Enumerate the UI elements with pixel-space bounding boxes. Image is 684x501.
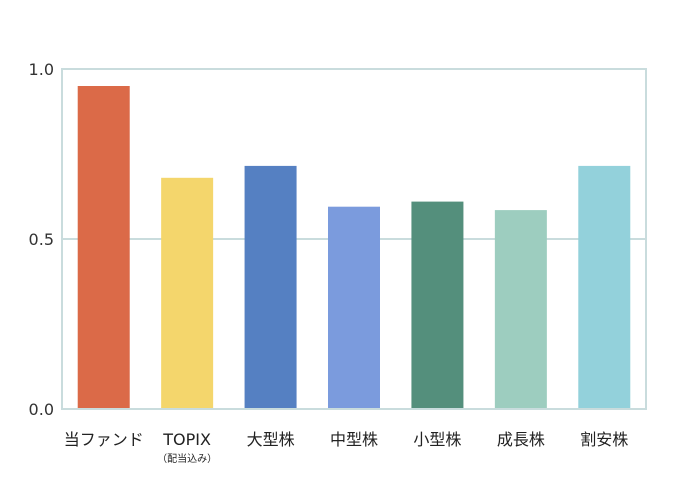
bar-5	[494, 210, 547, 409]
x-tick-label: 中型株	[330, 430, 378, 449]
x-tick-label: TOPIX	[162, 430, 211, 449]
bar-0	[77, 86, 130, 409]
y-axis: 0.0 0.5 1.0	[29, 60, 54, 419]
plot-frame	[61, 68, 647, 410]
bar-2	[244, 165, 297, 409]
bar-4	[411, 201, 464, 409]
x-tick-sublabel: （配当込み）	[157, 452, 217, 465]
x-axis: 当ファンド TOPIX （配当込み） 大型株 中型株 小型株 成長株 割安株	[64, 430, 629, 465]
x-tick-label: 割安株	[580, 430, 628, 449]
y-tick-label: 0.5	[29, 230, 54, 249]
bar-1	[161, 177, 214, 409]
x-tick-label: 当ファンド	[64, 430, 144, 449]
bar-3	[328, 206, 380, 409]
bars	[77, 86, 631, 409]
y-tick-label: 0.0	[29, 400, 54, 419]
x-tick-label: 成長株	[497, 430, 545, 449]
bar-6	[578, 165, 631, 409]
y-tick-label: 1.0	[29, 60, 54, 79]
x-tick-label: 大型株	[247, 430, 295, 449]
x-tick-label: 小型株	[413, 430, 461, 449]
